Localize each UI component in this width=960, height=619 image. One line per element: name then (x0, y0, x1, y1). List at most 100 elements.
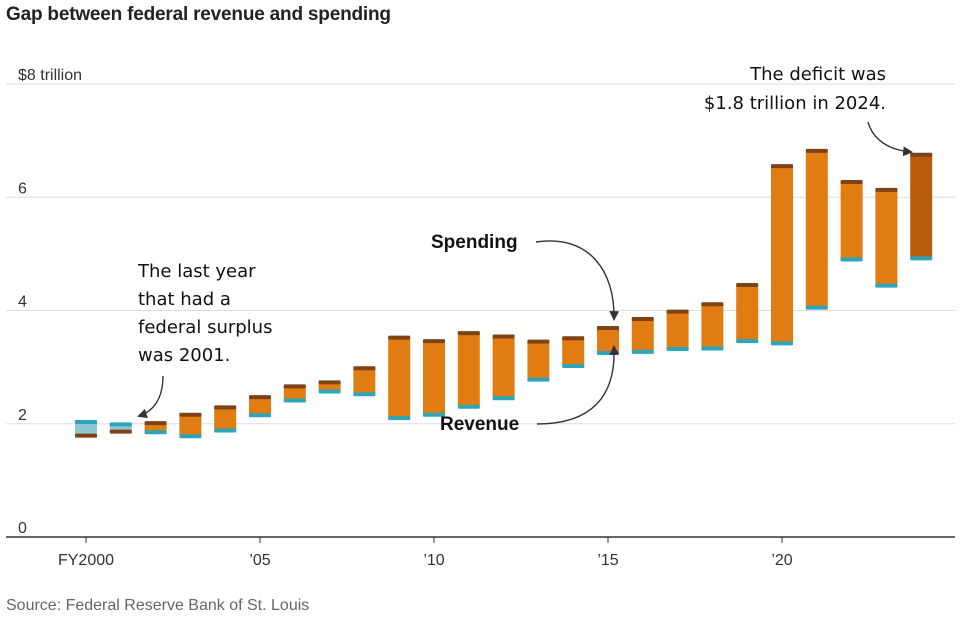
gap-bar (701, 304, 724, 349)
spending-cap (144, 421, 167, 426)
revenue-cap (283, 398, 306, 403)
revenue-cap (840, 257, 863, 262)
x-tick-label: ’15 (597, 552, 618, 569)
bar-2000 (75, 420, 97, 438)
revenue-cap (457, 404, 480, 409)
spending-cap (736, 283, 759, 288)
bar-2002 (144, 421, 167, 435)
bar-2015 (597, 326, 619, 355)
gap-bar (388, 337, 411, 419)
bar-2003 (179, 412, 202, 439)
bar-2010 (423, 339, 445, 417)
gap-bar (910, 154, 933, 259)
revenue-cap (144, 430, 167, 435)
bar-2006 (283, 384, 306, 403)
gap-bar (492, 336, 515, 399)
surplus-annotation-line-3: federal surplus (138, 317, 272, 338)
gap-bar (666, 311, 689, 350)
revenue-cap (736, 339, 759, 344)
surplus-arrow (137, 375, 164, 419)
revenue-arrow (536, 345, 620, 425)
spending-cap (875, 187, 898, 192)
revenue-cap (666, 347, 689, 352)
gap-bar (840, 181, 863, 260)
bar-2009 (388, 335, 411, 421)
gap-bar (597, 328, 619, 353)
gap-bar (736, 285, 759, 342)
bar-2018 (701, 302, 724, 351)
revenue-cap (318, 389, 341, 394)
spending-cap (562, 336, 585, 341)
y-tick-label: 6 (18, 180, 27, 197)
spending-cap (631, 316, 654, 321)
x-tick-label: ’10 (423, 552, 444, 569)
spending-cap (109, 429, 132, 434)
x-tick-label: FY2000 (58, 552, 114, 569)
x-axis-ticks: FY2000 ’05 ’10 ’15 ’20 (58, 537, 793, 569)
spending-cap (805, 148, 828, 153)
revenue-annotation: Revenue (440, 345, 620, 435)
spending-cap (527, 339, 550, 344)
bar-2007 (318, 380, 341, 394)
revenue-cap (597, 350, 619, 355)
deficit-annotation-line-2: $1.8 trillion in 2024. (704, 93, 886, 114)
revenue-cap (214, 428, 237, 433)
gap-bar (527, 341, 550, 380)
y-tick-label: 2 (18, 407, 27, 424)
spending-cap (249, 395, 271, 400)
y-tick-label: $8 trillion (18, 67, 82, 84)
y-tick-label: 4 (18, 294, 27, 311)
x-tick-label: ’20 (771, 552, 792, 569)
surplus-annotation: The last year that had a federal surplus… (137, 261, 272, 419)
bar-2017 (666, 309, 689, 352)
bar-2008 (353, 366, 376, 397)
bar-2016 (631, 316, 654, 354)
surplus-annotation-line-2: that had a (138, 289, 231, 310)
spending-cap (701, 302, 724, 307)
revenue-cap (771, 341, 793, 346)
spending-cap (353, 366, 376, 371)
gap-bar (318, 382, 341, 392)
chart-source: Source: Federal Reserve Bank of St. Loui… (6, 597, 310, 614)
revenue-annotation-label: Revenue (440, 414, 519, 435)
spending-cap (492, 334, 515, 339)
spending-arrow (535, 240, 620, 321)
revenue-cap (388, 416, 411, 421)
spending-cap (179, 412, 202, 417)
bar-2024 (910, 152, 933, 261)
revenue-cap (875, 283, 898, 288)
spending-cap (840, 179, 863, 184)
revenue-cap (562, 363, 585, 368)
revenue-cap (631, 349, 654, 354)
revenue-cap (527, 377, 550, 382)
surplus-annotation-line-4: was 2001. (138, 345, 230, 366)
revenue-cap (423, 412, 445, 417)
gap-bar (144, 423, 167, 433)
spending-cap (423, 339, 445, 344)
spending-cap (388, 335, 411, 340)
gap-bar (457, 333, 480, 407)
gap-bar (875, 189, 898, 286)
y-axis-ticks: $8 trillion 6 4 2 0 (18, 67, 82, 537)
spending-cap (666, 309, 689, 314)
gap-bar (631, 318, 654, 352)
gap-bar (562, 338, 585, 366)
spending-cap (214, 405, 237, 410)
bars (75, 148, 933, 439)
revenue-cap (179, 434, 202, 439)
spending-cap (75, 433, 97, 438)
spending-cap (318, 380, 341, 385)
gap-bar (214, 407, 237, 431)
gap-bar (179, 414, 202, 437)
spending-cap (283, 384, 306, 389)
spending-cap (910, 152, 933, 157)
bar-2022 (840, 179, 863, 262)
gap-bar (109, 424, 132, 432)
bar-2013 (527, 339, 550, 382)
bar-2011 (457, 331, 480, 409)
spending-cap (597, 326, 619, 331)
deficit-arrow (867, 121, 913, 157)
spending-annotation: Spending (431, 232, 620, 321)
gap-bar (353, 368, 376, 395)
